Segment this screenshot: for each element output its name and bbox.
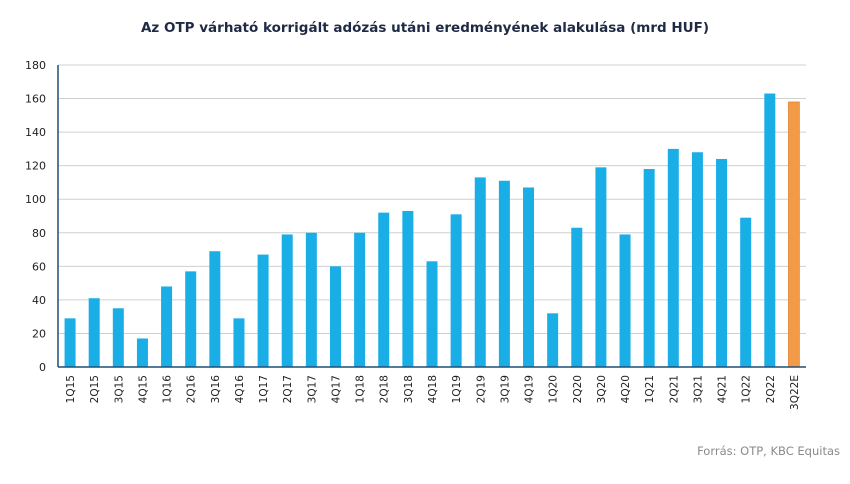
bar-1Q18 [354,232,366,367]
bar-4Q19 [523,187,535,367]
x-axis-ticks: 1Q15 2Q15 3Q15 4Q15 1Q16 2Q16 3Q16 4Q16 1Q17 2Q17… [65,375,801,410]
bar-2Q18 [378,212,390,367]
x-tick-label: 4Q18 [427,375,439,403]
y-tick-label: 140 [25,126,46,139]
y-tick-label: 160 [25,93,46,106]
bar-2Q15 [88,298,100,367]
x-tick-label: 1Q18 [355,375,367,403]
bar-3Q16 [209,251,221,367]
bar-2Q17 [281,234,293,367]
x-tick-label: 1Q20 [548,375,560,403]
x-tick-label: 3Q17 [306,375,318,403]
x-tick-label: 2Q18 [379,375,391,403]
bar-4Q20 [619,234,631,367]
bar-4Q15 [136,338,148,367]
bar-1Q20 [547,313,559,367]
bar-3Q21 [691,152,703,367]
y-tick-label: 60 [32,260,46,273]
bar-2Q19 [474,177,486,367]
bar-2Q21 [667,148,679,367]
bar-1Q15 [64,318,76,367]
x-tick-label: 2Q20 [572,375,584,403]
bar-3Q15 [112,308,124,367]
x-tick-label: 1Q16 [162,375,174,404]
x-tick-label: 3Q16 [210,375,222,404]
bar-1Q21 [643,169,655,367]
y-tick-label: 0 [39,361,46,374]
x-tick-label: 4Q21 [717,375,729,403]
x-tick-label: 1Q19 [451,375,463,403]
bar-1Q22 [740,217,752,367]
bars [64,93,800,368]
x-tick-label: 4Q19 [524,375,536,403]
x-tick-label: 3Q15 [113,375,125,403]
x-tick-label: 4Q17 [330,375,342,403]
x-tick-label: 2Q19 [475,375,487,403]
bar-4Q17 [329,266,341,367]
y-tick-label: 180 [25,59,46,72]
axes [57,65,806,368]
x-tick-label: 2Q16 [186,375,198,404]
x-tick-label: 2Q22 [765,375,777,403]
chart-title: Az OTP várható korrigált adózás utáni er… [140,20,710,36]
bar-3Q17 [305,232,317,367]
bar-4Q18 [426,261,438,367]
y-axis-ticks: 0 20 40 60 80 100 120 140 160 180 [25,59,46,374]
x-tick-label: 1Q22 [741,375,753,403]
x-tick-label: 2Q17 [282,375,294,403]
bar-2Q22 [764,93,776,368]
x-tick-label: 4Q20 [620,375,632,403]
x-tick-label: 1Q21 [644,375,656,403]
x-tick-label: 3Q22E [789,375,801,410]
y-tick-label: 120 [25,160,46,173]
bar-4Q16 [233,318,245,367]
bar-1Q16 [161,286,173,367]
bar-4Q21 [716,158,728,367]
x-tick-label: 4Q16 [234,375,246,404]
bar-2Q16 [185,271,197,367]
bar-3Q22E [788,101,800,368]
y-tick-label: 40 [32,294,46,307]
x-tick-label: 3Q20 [596,375,608,403]
x-tick-label: 2Q21 [668,375,680,403]
x-tick-label: 1Q17 [258,375,270,403]
bar-2Q20 [571,227,583,367]
x-tick-label: 3Q21 [692,375,704,403]
bar-1Q19 [450,214,462,367]
y-tick-label: 80 [32,227,46,240]
source-note: Forrás: OTP, KBC Equitas [697,444,840,458]
y-tick-label: 100 [25,193,46,206]
bar-3Q18 [402,210,414,367]
bar-3Q20 [595,167,607,367]
x-tick-label: 1Q15 [65,375,77,403]
bar-3Q19 [498,180,510,367]
bar-1Q17 [257,254,269,367]
x-tick-label: 3Q19 [499,375,511,403]
x-tick-label: 4Q15 [137,375,149,403]
y-tick-label: 20 [32,327,46,340]
x-tick-label: 3Q18 [403,375,415,403]
x-tick-label: 2Q15 [89,375,101,403]
